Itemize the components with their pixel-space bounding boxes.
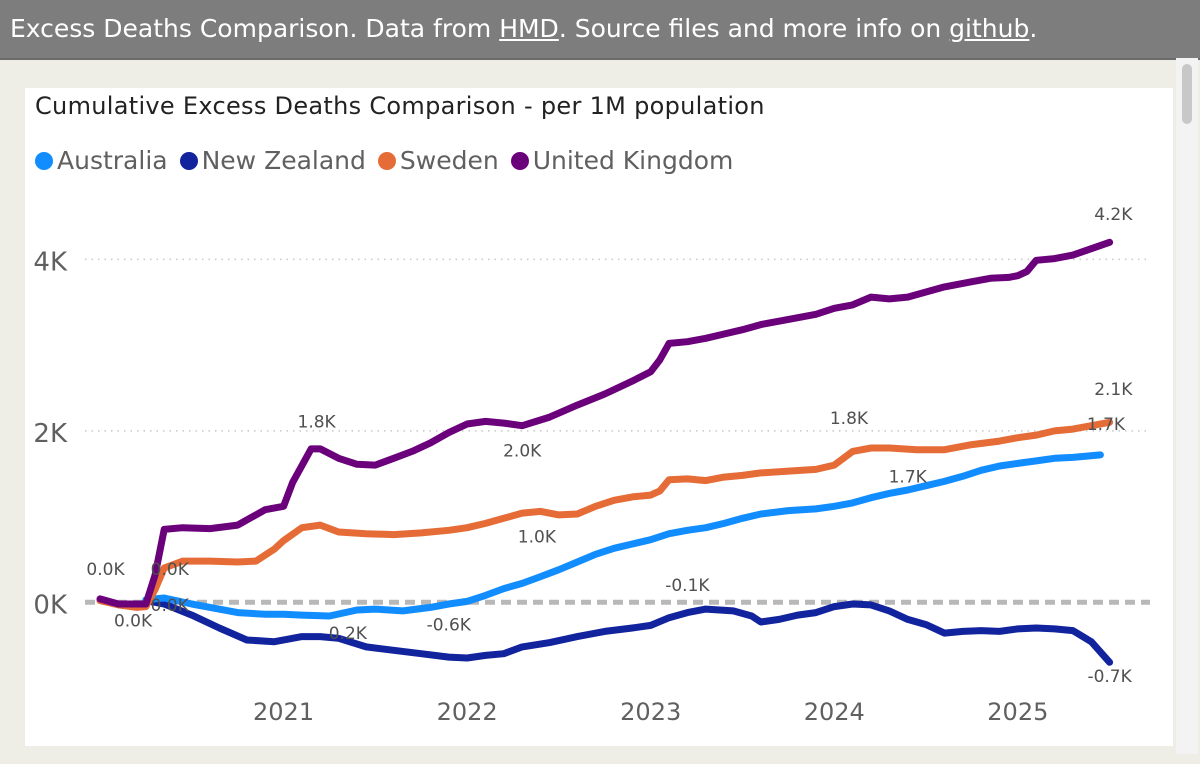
y-tick-label: 4K bbox=[33, 247, 68, 277]
x-tick-label: 2025 bbox=[987, 698, 1048, 726]
series-line-sweden bbox=[96, 418, 1114, 611]
page-scrollbar[interactable] bbox=[1176, 58, 1198, 754]
legend-item-australia[interactable]: Australia bbox=[35, 146, 168, 175]
x-tick-label: 2022 bbox=[437, 698, 498, 726]
report-header-text: Excess Deaths Comparison. Data from HMD.… bbox=[10, 14, 1037, 43]
data-label: 1.7K bbox=[889, 467, 928, 487]
legend-item-new-zealand[interactable]: New Zealand bbox=[179, 146, 366, 175]
data-label: -0.1K bbox=[665, 576, 710, 596]
legend-label-new-zealand: New Zealand bbox=[201, 146, 366, 175]
legend-marker-new-zealand bbox=[179, 151, 198, 170]
legend-label-united-kingdom: United Kingdom bbox=[532, 146, 734, 175]
data-label: 0.0K bbox=[151, 596, 190, 616]
y-tick-label: 0K bbox=[33, 590, 68, 620]
data-label: 4.2K bbox=[1094, 205, 1133, 225]
scrollbar-thumb[interactable] bbox=[1182, 64, 1192, 124]
header-prefix: Excess Deaths Comparison. Data from bbox=[10, 14, 500, 43]
data-label: 0.2K bbox=[329, 624, 368, 644]
legend-label-australia: Australia bbox=[57, 146, 168, 175]
report-header-bar: Excess Deaths Comparison. Data from HMD.… bbox=[0, 0, 1200, 60]
data-label: -0.7K bbox=[1087, 667, 1132, 687]
chart-title: Cumulative Excess Deaths Comparison - pe… bbox=[35, 92, 765, 120]
data-label: 2.0K bbox=[503, 442, 542, 462]
data-label: 0.0K bbox=[151, 560, 190, 580]
legend-marker-united-kingdom bbox=[510, 151, 529, 170]
x-tick-label: 2023 bbox=[620, 698, 681, 726]
series-line-united-kingdom bbox=[96, 238, 1114, 608]
data-label: 1.7K bbox=[1087, 415, 1126, 435]
data-label: 1.8K bbox=[830, 409, 869, 429]
y-tick-label: 2K bbox=[33, 419, 68, 449]
header-suffix: . bbox=[1029, 14, 1038, 43]
data-label: 0.0K bbox=[114, 611, 153, 631]
chart-card: 0K 2K 4K 2021 2022 2023 2024 2025 0.0K 0.0K 0.0K 0.… bbox=[25, 88, 1173, 746]
data-label: 1.8K bbox=[298, 412, 337, 432]
x-tick-label: 2021 bbox=[253, 698, 314, 726]
data-label: 2.1K bbox=[1094, 380, 1133, 400]
legend-label-sweden: Sweden bbox=[399, 146, 499, 175]
legend-marker-australia bbox=[35, 151, 53, 170]
data-label: -0.6K bbox=[427, 616, 472, 636]
chart-legend: Australia New Zealand Sweden United King… bbox=[35, 146, 745, 175]
github-link[interactable]: github bbox=[949, 14, 1030, 43]
data-label: 0.0K bbox=[86, 560, 125, 580]
header-middle: . Source files and more info on bbox=[558, 14, 950, 43]
series-line-australia bbox=[142, 451, 1104, 620]
x-tick-label: 2024 bbox=[804, 698, 865, 726]
legend-item-united-kingdom[interactable]: United Kingdom bbox=[510, 146, 734, 175]
series-line-new-zealand bbox=[142, 597, 1114, 666]
legend-item-sweden[interactable]: Sweden bbox=[377, 146, 499, 175]
legend-marker-sweden bbox=[377, 151, 396, 170]
data-label: 1.0K bbox=[518, 527, 557, 547]
hmd-link[interactable]: HMD bbox=[499, 14, 559, 43]
